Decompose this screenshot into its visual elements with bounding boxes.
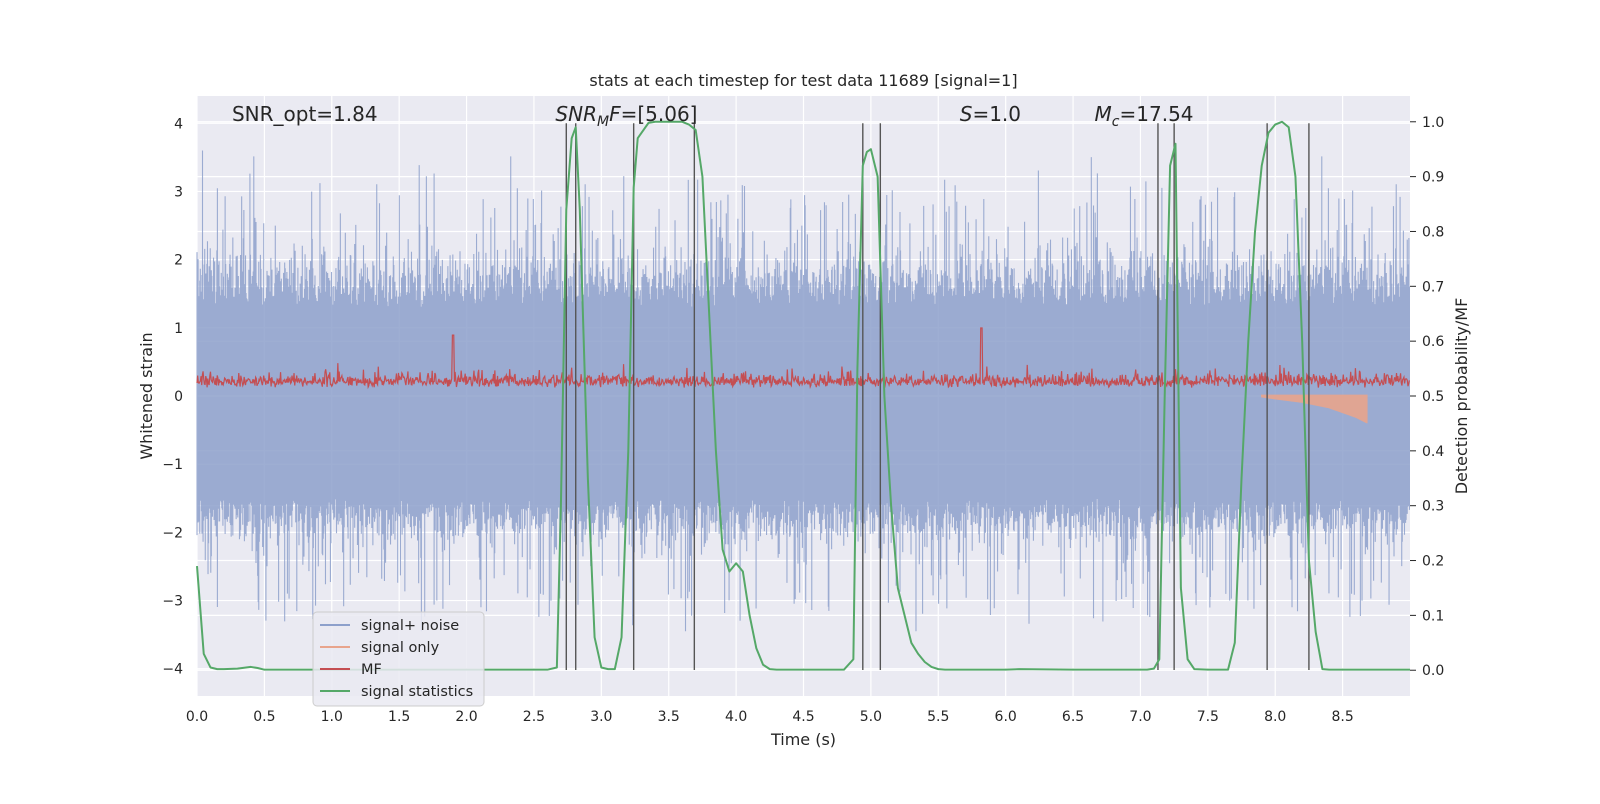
y2-tick-label: 0.1 <box>1422 608 1444 624</box>
y2-tick-label: 0.8 <box>1422 224 1444 240</box>
legend-label: signal statistics <box>361 684 473 700</box>
x-tick-label: 5.0 <box>860 709 882 725</box>
y2-tick-label: 0.0 <box>1422 663 1444 679</box>
y-tick-label: −4 <box>162 662 183 678</box>
y-axis-label: Whitened strain <box>137 332 156 459</box>
x-tick-label: 0.5 <box>253 709 275 725</box>
annotation-snr_opt: SNR_opt=1.84 <box>232 102 378 126</box>
x-axis-label: Time (s) <box>770 730 836 749</box>
series-signal-statistics <box>196 120 1410 671</box>
y-tick-label: −1 <box>162 457 183 473</box>
x-tick-label: 7.5 <box>1197 709 1219 725</box>
y-tick-label: 4 <box>174 116 183 132</box>
y2-tick-label: 0.2 <box>1422 554 1444 570</box>
y-tick-label: 1 <box>174 321 183 337</box>
x-tick-label: 2.5 <box>523 709 545 725</box>
x-tick-label: 6.5 <box>1062 709 1084 725</box>
legend-label: MF <box>361 662 382 678</box>
y-tick-label: −3 <box>162 594 183 610</box>
x-tick-label: 3.5 <box>658 709 680 725</box>
vertical-markers <box>565 123 1310 670</box>
y-tick-label: −2 <box>162 525 183 541</box>
x-tick-label: 8.0 <box>1264 709 1286 725</box>
x-tick-label: 2.0 <box>455 709 477 725</box>
annotation-mc: Mc=17.54 <box>1095 102 1194 130</box>
y-tick-label: 3 <box>174 184 183 200</box>
y2-tick-label: 0.7 <box>1422 279 1444 295</box>
annotation-s: S=1.0 <box>960 102 1021 126</box>
legend-label: signal+ noise <box>361 618 459 634</box>
mf-trace <box>196 327 1410 390</box>
y2-tick-label: 0.5 <box>1422 389 1444 405</box>
y2-tick-label: 0.6 <box>1422 334 1444 350</box>
x-tick-label: 5.5 <box>927 709 949 725</box>
x-tick-label: 4.0 <box>725 709 747 725</box>
x-tick-label: 3.0 <box>590 709 612 725</box>
legend-box <box>312 611 485 707</box>
y2-tick-label: 0.9 <box>1422 170 1444 186</box>
y2-tick-label: 1.0 <box>1422 115 1444 131</box>
y-tick-label: 0 <box>174 389 183 405</box>
ticks: 0.0 0.5 1.0 1.5 2.0 2.5 3.0 3.5 4.0 4.5 5.0 5.5 6.0 6… <box>162 115 1444 725</box>
y-tick-label: 2 <box>174 253 183 269</box>
signal-statistics-line <box>196 120 1410 671</box>
x-tick-label: 1.0 <box>321 709 343 725</box>
legend-label: signal only <box>361 640 440 656</box>
x-tick-label: 7.0 <box>1129 709 1151 725</box>
y2-axis-label: Detection probability/MF <box>1452 298 1471 495</box>
x-tick-label: 4.5 <box>792 709 814 725</box>
x-tick-label: 6.0 <box>995 709 1017 725</box>
y2-tick-label: 0.4 <box>1422 444 1444 460</box>
series-mf <box>196 327 1410 390</box>
legend: signal+ noise signal only MF signal statist… <box>312 611 485 707</box>
x-tick-label: 0.0 <box>186 709 208 725</box>
y2-tick-label: 0.3 <box>1422 499 1444 515</box>
chart-title: stats at each timestep for test data 116… <box>589 71 1017 90</box>
annotations: SNR_opt=1.84 SNRMF=[5.06] S=1.0 Mc=17.54 <box>232 102 1194 130</box>
x-tick-label: 8.5 <box>1331 709 1353 725</box>
annotation-snr_mf: SNRMF=[5.06] <box>555 102 697 130</box>
x-tick-label: 1.5 <box>388 709 410 725</box>
